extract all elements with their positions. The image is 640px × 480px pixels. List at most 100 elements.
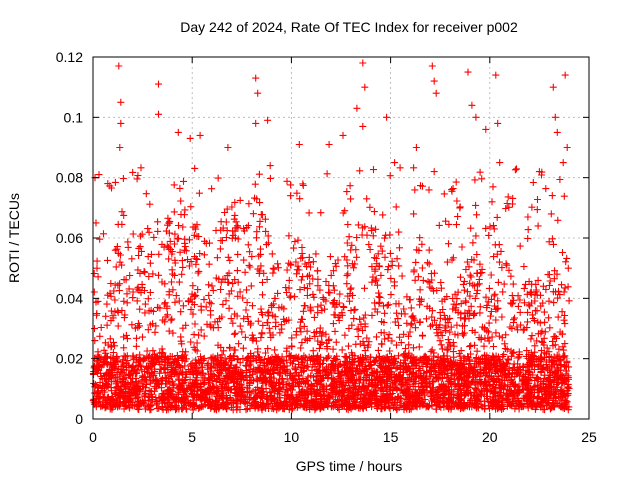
data-point xyxy=(326,253,334,261)
data-point xyxy=(145,370,153,378)
data-point xyxy=(412,258,420,266)
data-point xyxy=(119,175,127,182)
data-point xyxy=(393,406,401,414)
data-point xyxy=(460,286,468,294)
data-point xyxy=(214,367,222,374)
data-point xyxy=(365,241,373,248)
data-point xyxy=(129,230,137,238)
data-point xyxy=(129,294,137,302)
data-point xyxy=(494,297,502,305)
data-point xyxy=(370,208,378,216)
data-point xyxy=(386,347,394,355)
data-point xyxy=(141,368,149,375)
data-point xyxy=(195,233,203,240)
data-point xyxy=(224,144,232,151)
data-point xyxy=(289,386,296,394)
data-point xyxy=(107,307,115,315)
data-point xyxy=(414,273,422,281)
data-point xyxy=(471,176,479,184)
data-point xyxy=(186,134,194,142)
data-point xyxy=(548,192,556,200)
data-point xyxy=(425,246,433,254)
data-point xyxy=(395,321,402,329)
data-point xyxy=(480,342,488,350)
data-point xyxy=(239,294,247,302)
data-point xyxy=(494,119,502,127)
data-point xyxy=(386,231,394,239)
data-point xyxy=(490,343,497,350)
data-point xyxy=(465,384,473,391)
data-point xyxy=(197,302,205,310)
data-point xyxy=(222,218,230,226)
data-point xyxy=(381,253,389,261)
data-point xyxy=(374,346,382,354)
data-point xyxy=(435,221,443,229)
data-point xyxy=(453,321,461,329)
data-point xyxy=(324,354,332,362)
data-point xyxy=(391,278,398,286)
chart-title: Day 242 of 2024, Rate Of TEC Index for r… xyxy=(180,19,518,35)
data-point xyxy=(320,356,328,364)
data-point xyxy=(344,221,352,228)
data-point xyxy=(231,329,239,337)
data-point xyxy=(314,267,322,275)
data-point xyxy=(430,77,438,85)
data-point xyxy=(174,390,182,398)
data-point xyxy=(470,310,478,318)
data-point xyxy=(213,254,221,262)
data-point xyxy=(286,293,294,301)
data-point xyxy=(361,83,369,91)
data-point xyxy=(233,267,241,275)
data-point xyxy=(300,352,308,360)
data-point xyxy=(106,335,114,343)
data-point xyxy=(561,352,569,360)
data-point xyxy=(116,280,124,288)
data-point xyxy=(485,231,493,239)
data-point xyxy=(498,313,506,321)
data-point xyxy=(90,380,98,387)
data-point xyxy=(120,297,128,305)
data-point xyxy=(126,272,134,279)
data-point xyxy=(195,189,203,197)
data-point xyxy=(306,303,314,311)
data-point xyxy=(151,328,159,336)
data-point xyxy=(453,221,460,229)
data-point xyxy=(267,373,275,381)
data-point xyxy=(343,280,351,288)
data-point xyxy=(196,131,204,139)
data-point xyxy=(269,300,277,308)
data-point xyxy=(178,270,186,278)
data-point xyxy=(359,59,367,67)
data-point xyxy=(200,251,208,259)
data-point xyxy=(485,319,493,327)
data-point xyxy=(492,316,500,324)
data-point xyxy=(299,307,307,315)
data-point xyxy=(360,376,367,384)
data-point xyxy=(499,288,507,296)
data-point xyxy=(104,376,112,384)
data-point xyxy=(257,250,264,258)
data-point xyxy=(495,241,503,249)
data-point xyxy=(563,144,571,151)
data-point xyxy=(375,293,383,301)
data-point xyxy=(545,314,553,322)
data-point xyxy=(547,210,555,218)
data-point xyxy=(305,209,313,217)
data-point xyxy=(378,340,385,348)
data-point xyxy=(549,83,557,91)
data-point xyxy=(119,358,126,366)
data-point xyxy=(432,405,440,413)
data-point xyxy=(249,302,256,310)
data-point xyxy=(466,343,474,350)
data-point xyxy=(175,278,183,286)
data-point xyxy=(117,98,125,106)
data-point xyxy=(550,299,558,307)
data-point xyxy=(412,144,420,151)
data-point xyxy=(295,141,303,148)
data-point xyxy=(467,224,475,232)
data-point xyxy=(492,71,500,79)
data-point xyxy=(476,168,484,176)
data-point xyxy=(282,284,290,292)
data-point xyxy=(135,393,143,401)
data-point xyxy=(175,222,182,229)
